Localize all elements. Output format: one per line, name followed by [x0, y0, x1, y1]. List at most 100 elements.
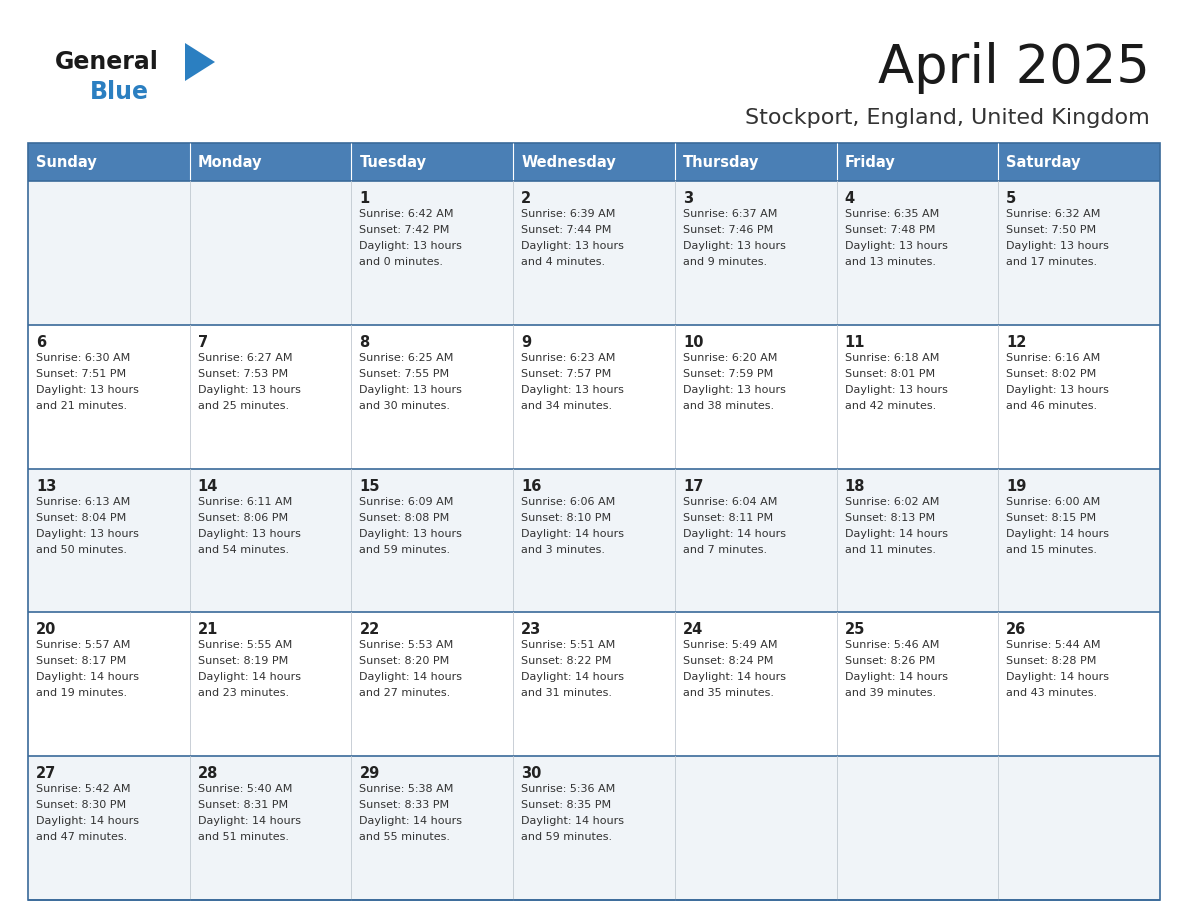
- Text: 2: 2: [522, 191, 531, 206]
- Text: Sunrise: 6:20 AM: Sunrise: 6:20 AM: [683, 353, 777, 363]
- Text: Sunrise: 5:44 AM: Sunrise: 5:44 AM: [1006, 641, 1101, 650]
- Text: and 43 minutes.: and 43 minutes.: [1006, 688, 1098, 699]
- Text: 21: 21: [197, 622, 219, 637]
- Bar: [190, 612, 352, 756]
- Text: Daylight: 14 hours: Daylight: 14 hours: [683, 672, 785, 682]
- Text: 8: 8: [360, 335, 369, 350]
- Text: General: General: [55, 50, 159, 74]
- Text: 17: 17: [683, 478, 703, 494]
- Text: April 2025: April 2025: [878, 42, 1150, 94]
- Bar: [29, 756, 190, 900]
- Bar: [836, 181, 998, 325]
- Bar: [190, 756, 352, 900]
- Text: Daylight: 14 hours: Daylight: 14 hours: [522, 816, 624, 826]
- Text: Daylight: 13 hours: Daylight: 13 hours: [845, 385, 948, 395]
- Text: 23: 23: [522, 622, 542, 637]
- Bar: [675, 756, 836, 900]
- Text: 28: 28: [197, 767, 219, 781]
- Text: Sunset: 7:51 PM: Sunset: 7:51 PM: [36, 369, 126, 379]
- Bar: [29, 325, 190, 468]
- Text: Sunset: 8:26 PM: Sunset: 8:26 PM: [845, 656, 935, 666]
- Text: Friday: Friday: [845, 154, 896, 170]
- Bar: [352, 325, 513, 468]
- Text: Daylight: 14 hours: Daylight: 14 hours: [845, 529, 948, 539]
- Text: Sunset: 8:04 PM: Sunset: 8:04 PM: [36, 512, 126, 522]
- Bar: [998, 468, 1159, 612]
- Text: Daylight: 13 hours: Daylight: 13 hours: [197, 529, 301, 539]
- Text: Sunrise: 6:23 AM: Sunrise: 6:23 AM: [522, 353, 615, 363]
- Text: 10: 10: [683, 335, 703, 350]
- Text: Thursday: Thursday: [683, 154, 759, 170]
- Text: Sunset: 8:13 PM: Sunset: 8:13 PM: [845, 512, 935, 522]
- Text: Daylight: 13 hours: Daylight: 13 hours: [1006, 241, 1110, 251]
- Bar: [29, 468, 190, 612]
- Text: Daylight: 14 hours: Daylight: 14 hours: [36, 816, 139, 826]
- Text: Stockport, England, United Kingdom: Stockport, England, United Kingdom: [745, 108, 1150, 128]
- Text: and 0 minutes.: and 0 minutes.: [360, 257, 443, 267]
- Text: and 25 minutes.: and 25 minutes.: [197, 401, 289, 410]
- Bar: [29, 143, 1159, 900]
- Text: Sunrise: 5:46 AM: Sunrise: 5:46 AM: [845, 641, 939, 650]
- Text: 11: 11: [845, 335, 865, 350]
- Text: Sunrise: 6:02 AM: Sunrise: 6:02 AM: [845, 497, 939, 507]
- Text: and 55 minutes.: and 55 minutes.: [360, 833, 450, 842]
- Text: Daylight: 14 hours: Daylight: 14 hours: [360, 672, 462, 682]
- Text: and 50 minutes.: and 50 minutes.: [36, 544, 127, 554]
- Text: Sunday: Sunday: [36, 154, 96, 170]
- Bar: [352, 468, 513, 612]
- Text: Wednesday: Wednesday: [522, 154, 615, 170]
- Text: Sunset: 8:11 PM: Sunset: 8:11 PM: [683, 512, 773, 522]
- Text: Daylight: 14 hours: Daylight: 14 hours: [522, 672, 624, 682]
- Text: 19: 19: [1006, 478, 1026, 494]
- Bar: [513, 468, 675, 612]
- Text: 15: 15: [360, 478, 380, 494]
- Text: Daylight: 13 hours: Daylight: 13 hours: [522, 241, 624, 251]
- Bar: [190, 325, 352, 468]
- Text: and 4 minutes.: and 4 minutes.: [522, 257, 605, 267]
- Text: Daylight: 14 hours: Daylight: 14 hours: [1006, 529, 1110, 539]
- Text: Sunset: 7:55 PM: Sunset: 7:55 PM: [360, 369, 449, 379]
- Text: Sunset: 8:02 PM: Sunset: 8:02 PM: [1006, 369, 1097, 379]
- Text: 18: 18: [845, 478, 865, 494]
- Text: and 27 minutes.: and 27 minutes.: [360, 688, 450, 699]
- Text: Daylight: 14 hours: Daylight: 14 hours: [197, 672, 301, 682]
- Text: 12: 12: [1006, 335, 1026, 350]
- Bar: [998, 143, 1159, 181]
- Bar: [836, 325, 998, 468]
- Text: Sunrise: 6:06 AM: Sunrise: 6:06 AM: [522, 497, 615, 507]
- Bar: [675, 181, 836, 325]
- Bar: [513, 143, 675, 181]
- Text: Daylight: 13 hours: Daylight: 13 hours: [36, 529, 139, 539]
- Bar: [998, 325, 1159, 468]
- Text: Sunset: 7:42 PM: Sunset: 7:42 PM: [360, 225, 450, 235]
- Text: and 30 minutes.: and 30 minutes.: [360, 401, 450, 410]
- Text: 7: 7: [197, 335, 208, 350]
- Text: 24: 24: [683, 622, 703, 637]
- Text: 3: 3: [683, 191, 693, 206]
- Bar: [190, 468, 352, 612]
- Text: and 3 minutes.: and 3 minutes.: [522, 544, 605, 554]
- Text: Sunset: 8:10 PM: Sunset: 8:10 PM: [522, 512, 612, 522]
- Text: Daylight: 14 hours: Daylight: 14 hours: [845, 672, 948, 682]
- Text: and 42 minutes.: and 42 minutes.: [845, 401, 936, 410]
- Text: Daylight: 13 hours: Daylight: 13 hours: [683, 241, 785, 251]
- Text: Daylight: 13 hours: Daylight: 13 hours: [360, 529, 462, 539]
- Text: 6: 6: [36, 335, 46, 350]
- Text: Tuesday: Tuesday: [360, 154, 426, 170]
- Text: Sunrise: 6:00 AM: Sunrise: 6:00 AM: [1006, 497, 1100, 507]
- Text: and 21 minutes.: and 21 minutes.: [36, 401, 127, 410]
- Text: 30: 30: [522, 767, 542, 781]
- Text: and 34 minutes.: and 34 minutes.: [522, 401, 612, 410]
- Text: Monday: Monday: [197, 154, 263, 170]
- Text: Sunrise: 6:18 AM: Sunrise: 6:18 AM: [845, 353, 939, 363]
- Text: and 38 minutes.: and 38 minutes.: [683, 401, 775, 410]
- Bar: [190, 181, 352, 325]
- Bar: [352, 143, 513, 181]
- Text: and 46 minutes.: and 46 minutes.: [1006, 401, 1098, 410]
- Text: Sunrise: 6:35 AM: Sunrise: 6:35 AM: [845, 209, 939, 219]
- Text: 29: 29: [360, 767, 380, 781]
- Text: 20: 20: [36, 622, 56, 637]
- Text: and 7 minutes.: and 7 minutes.: [683, 544, 767, 554]
- Polygon shape: [185, 43, 215, 81]
- Text: and 47 minutes.: and 47 minutes.: [36, 833, 127, 842]
